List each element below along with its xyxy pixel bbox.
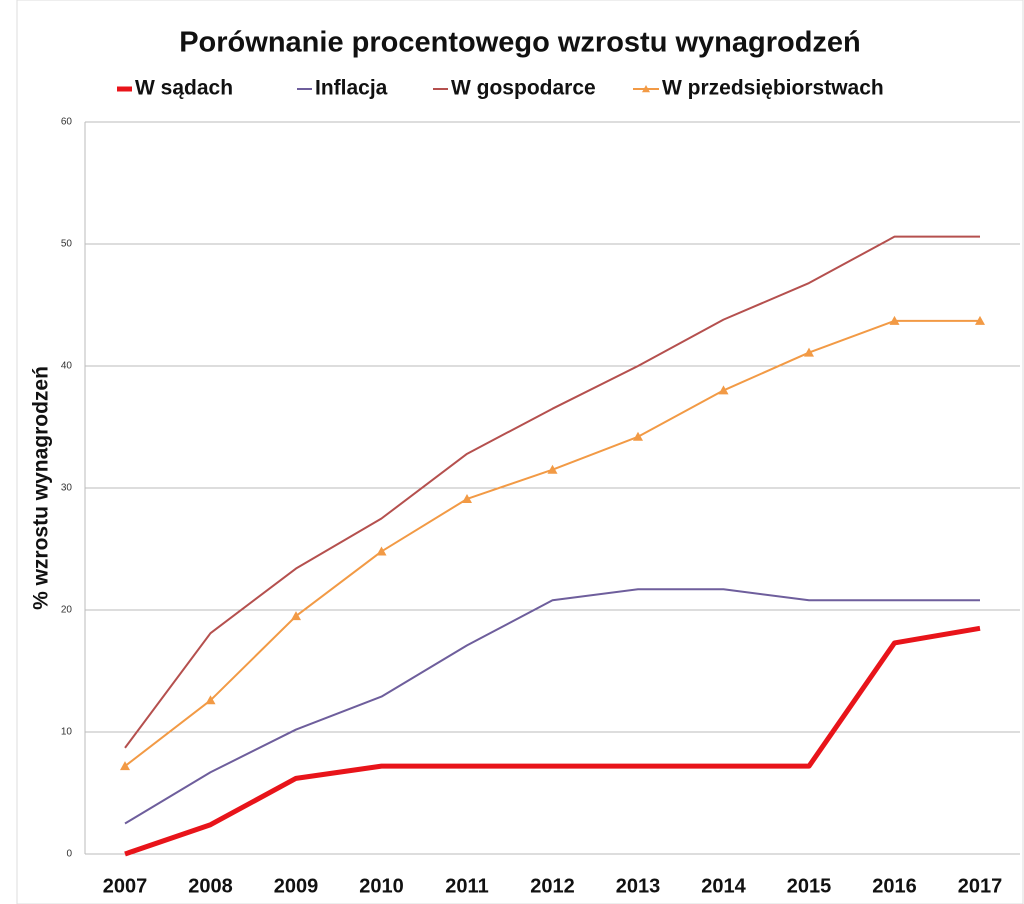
legend-marker	[642, 85, 650, 93]
legend-label: W przedsiębiorstwach	[662, 77, 884, 100]
point-marker	[889, 315, 900, 325]
chart-title: Porównanie procentowego wzrostu wynagrod…	[179, 27, 861, 59]
legend-label: W sądach	[135, 77, 233, 100]
y-tick-label: 60	[61, 117, 73, 128]
y-axis-label: % wzrostu wynagrodzeń	[30, 366, 53, 610]
x-tick-label: 2008	[188, 875, 233, 897]
x-tick-label: 2014	[701, 875, 746, 897]
point-marker	[120, 761, 130, 771]
x-tick-label: 2011	[445, 875, 488, 897]
y-tick-label: 10	[61, 727, 73, 738]
x-tick-label: 2016	[872, 875, 917, 897]
legend-label: W gospodarce	[451, 77, 596, 100]
x-tick-label: 2009	[274, 875, 319, 897]
y-tick-label: 30	[61, 483, 73, 494]
point-marker	[205, 695, 216, 705]
x-tick-label: 2012	[530, 875, 575, 897]
frame	[16, 0, 1024, 904]
point-marker	[547, 464, 558, 474]
point-marker	[633, 431, 643, 441]
series-line	[124, 235, 980, 749]
x-tick-label: 2015	[787, 875, 832, 897]
point-marker	[718, 385, 729, 395]
x-tick-label: 2007	[103, 875, 148, 897]
point-marker	[804, 347, 814, 357]
x-tick-label: 2010	[359, 875, 404, 897]
y-tick-label: 50	[61, 239, 73, 250]
series-line	[124, 625, 981, 857]
point-marker	[291, 611, 301, 621]
y-tick-label: 40	[61, 361, 73, 372]
series-line	[124, 588, 980, 825]
point-marker	[376, 546, 387, 556]
point-marker	[462, 493, 472, 503]
y-tick-label: 20	[61, 605, 73, 616]
x-tick-label: 2013	[616, 875, 661, 897]
point-marker	[975, 315, 985, 325]
x-tick-label: 2017	[958, 875, 1003, 897]
legend-label: Inflacja	[315, 77, 388, 100]
y-tick-label: 0	[66, 849, 72, 860]
